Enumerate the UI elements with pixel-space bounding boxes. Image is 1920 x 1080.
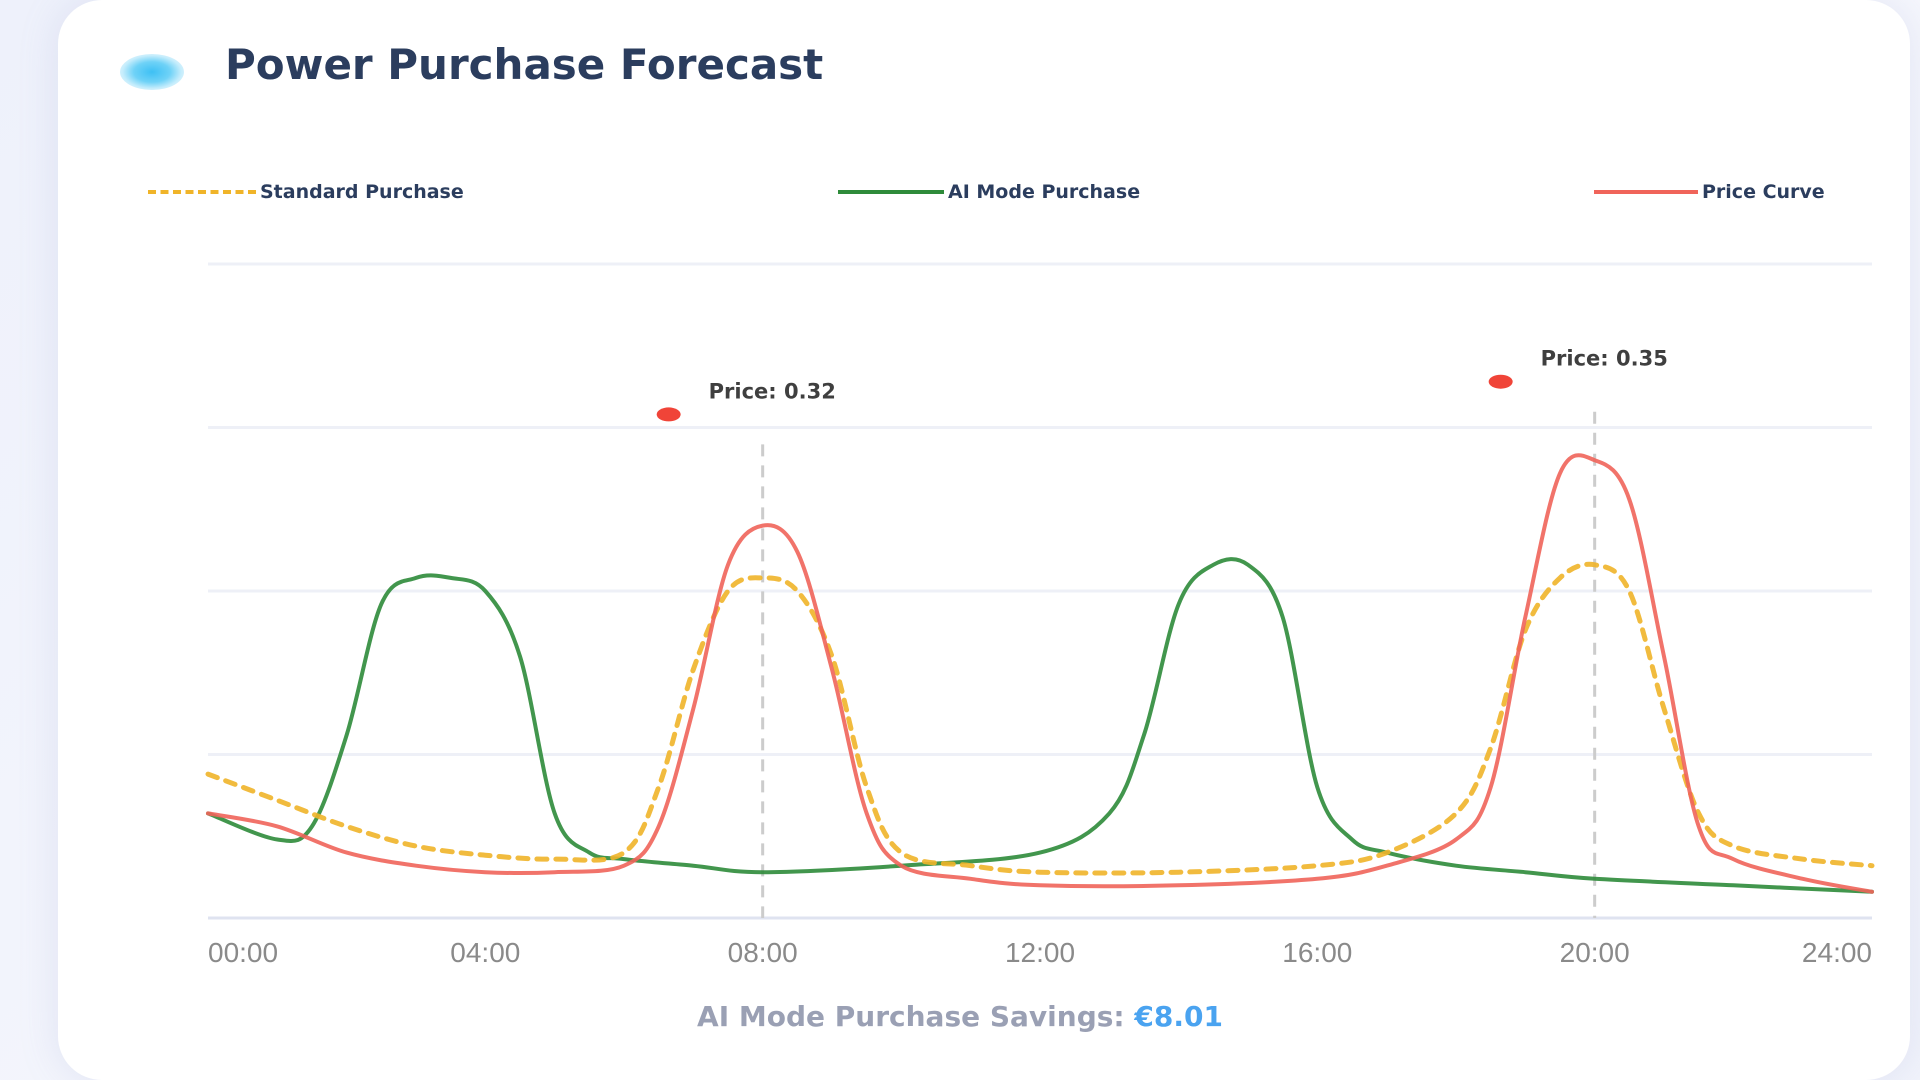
legend-solid-line-icon — [838, 190, 944, 194]
x-tick-label: 24:00 — [1802, 937, 1872, 968]
series-line-ai-mode-purchase — [206, 557, 1874, 894]
legend-label: Standard Purchase — [260, 181, 464, 203]
x-tick-label: 08:00 — [728, 937, 798, 968]
price-annotation-label: Price: 0.32 — [709, 379, 836, 403]
x-tick-label: 20:00 — [1560, 937, 1630, 968]
legend-item-price-curve[interactable]: Price Curve — [1594, 180, 1825, 204]
legend-dashed-line-icon — [148, 190, 256, 194]
price-marker-dot — [656, 407, 681, 422]
title-glow-dot-icon — [120, 54, 184, 90]
x-tick-label: 00:00 — [208, 937, 278, 968]
price-annotation-label: Price: 0.35 — [1541, 347, 1668, 371]
x-tick-label: 16:00 — [1282, 937, 1352, 968]
legend-item-standard-purchase[interactable]: Standard Purchase — [148, 180, 464, 204]
x-tick-label: 04:00 — [450, 937, 520, 968]
legend-item-ai-mode-purchase[interactable]: AI Mode Purchase — [838, 180, 1140, 204]
series-line-standard-purchase — [205, 561, 1875, 876]
legend-label: AI Mode Purchase — [948, 181, 1141, 203]
page-title: Power Purchase Forecast — [225, 40, 824, 89]
chart-card — [58, 0, 1910, 1080]
legend-label: Price Curve — [1702, 181, 1825, 203]
savings-label: AI Mode Purchase Savings: — [697, 1000, 1125, 1033]
savings-value: €8.01 — [1134, 1000, 1223, 1033]
series-line-price-curve — [206, 453, 1874, 894]
price-marker-dot — [1488, 374, 1513, 389]
legend-solid-line-icon — [1594, 190, 1698, 194]
x-tick-label: 12:00 — [1005, 937, 1075, 968]
savings-summary: AI Mode Purchase Savings: €8.01 — [0, 1000, 1920, 1033]
